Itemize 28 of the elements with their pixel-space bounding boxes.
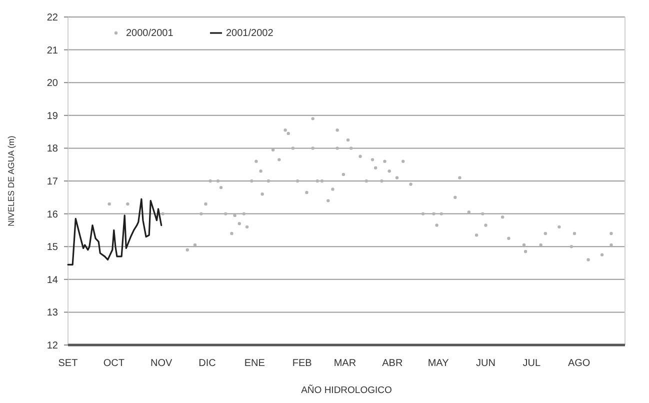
x-tick-label: DIC [198, 358, 216, 369]
y-tick-label: 15 [46, 242, 58, 254]
y-tick-label: 17 [46, 176, 58, 188]
x-tick-label: SET [58, 358, 78, 369]
line-series [67, 198, 162, 266]
y-axis-title: NIVELES DE AGUA (m) [6, 135, 16, 226]
y-tick-label: 20 [46, 78, 58, 90]
x-tick-label: MAY [428, 358, 450, 369]
y-tick-label: 14 [46, 274, 58, 286]
y-tick-label: 16 [46, 209, 58, 220]
x-tick-label: ENE [244, 358, 266, 369]
y-tick-label: 18 [46, 144, 58, 155]
legend-label: 2001/2002 [226, 28, 274, 39]
x-tick-label: FEB [292, 358, 312, 369]
y-tick-label: 19 [46, 110, 58, 122]
y-tick-label: 21 [46, 45, 58, 56]
y-tick-label: 22 [46, 12, 58, 24]
x-tick-label: ABR [382, 358, 403, 369]
y-tick-label: 12 [46, 340, 58, 352]
x-tick-label: JUL [522, 358, 541, 369]
x-tick-label: NOV [150, 358, 173, 369]
x-tick-label: AGO [568, 358, 590, 369]
y-tick-label: 13 [46, 308, 58, 319]
x-tick-label: JUN [476, 358, 496, 369]
legend-label: 2000/2001 [126, 28, 174, 39]
x-axis-title: AÑO HIDROLOGICO [301, 384, 392, 396]
x-tick-label: MAR [334, 358, 356, 369]
x-tick-label: OCT [103, 358, 124, 369]
